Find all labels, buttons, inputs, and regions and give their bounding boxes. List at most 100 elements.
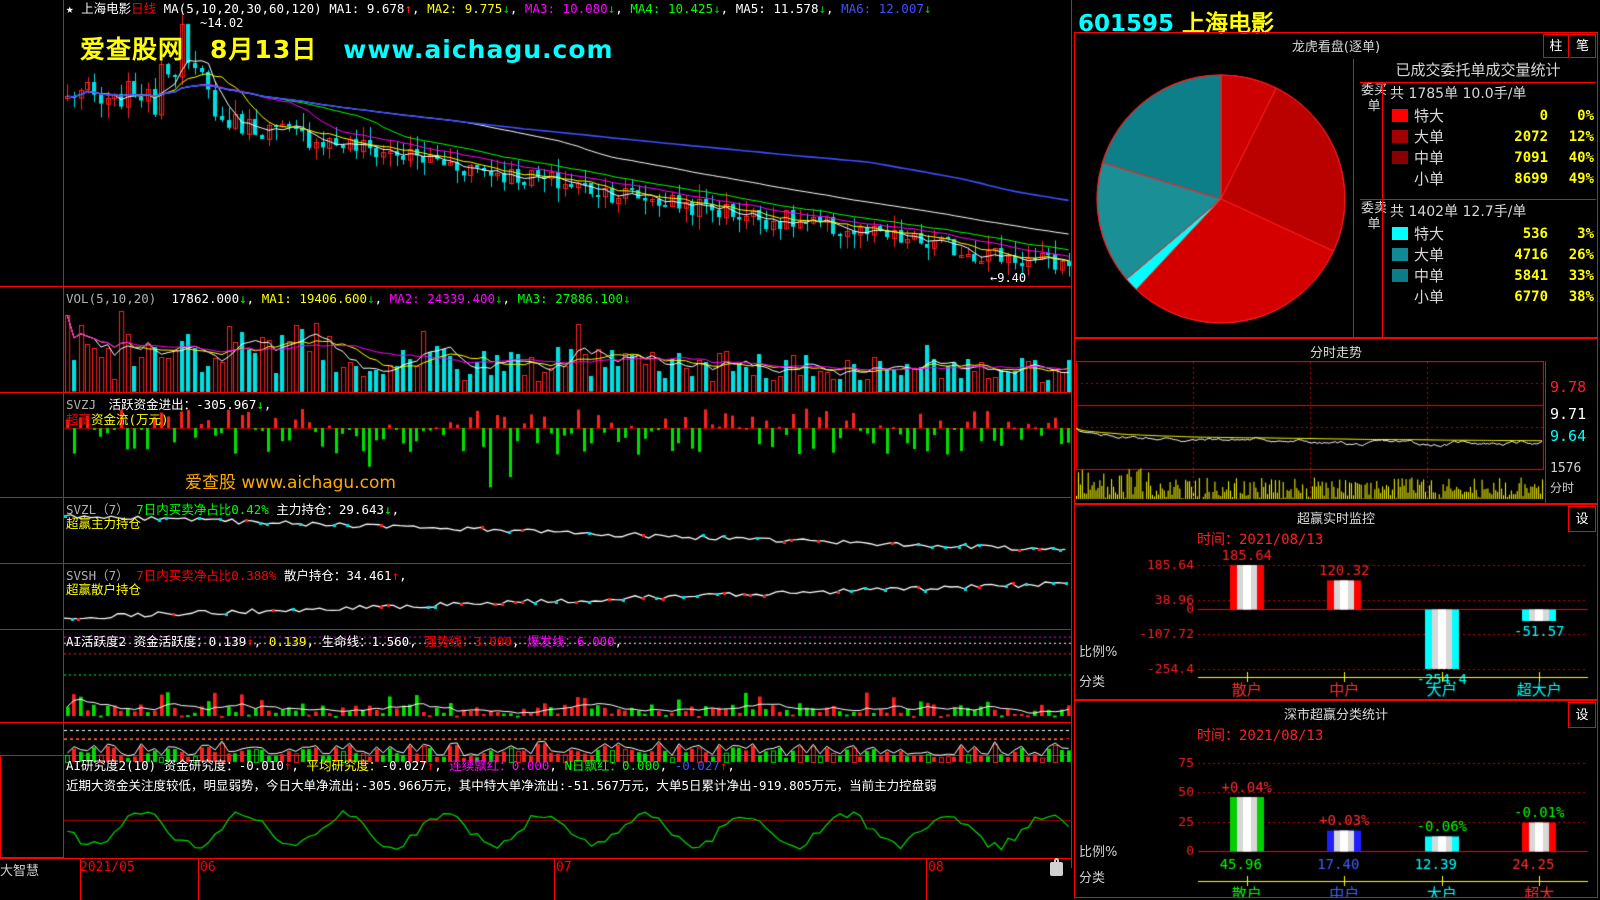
legend-swatch-icon: [1392, 109, 1408, 122]
volume-canvas[interactable]: [64, 292, 1072, 392]
legend-swatch-icon: [1392, 151, 1408, 164]
intraday-axis: 9.78 9.71 9.64 1576 分时: [1545, 361, 1597, 503]
svsh-ratio: 7日内买卖净占比0.388%: [136, 568, 277, 583]
classify-panel: 深市超赢分类统计 设 时间：2021/08/13 比例% 分类: [1074, 700, 1598, 898]
svzj-canvas[interactable]: [64, 398, 1072, 498]
legend-swatch-icon: [1392, 269, 1408, 282]
ma-label: MA5: 11.578: [735, 1, 819, 16]
orderflow-row: 特大 536 3%: [1390, 223, 1596, 244]
legend-swatch-icon: [1392, 130, 1408, 143]
svzl-label: 主力持仓：: [276, 502, 339, 517]
date-tick: 08: [928, 860, 944, 875]
kline-stock-name: 上海电影: [81, 1, 132, 16]
row-qty: 8699: [1514, 170, 1548, 187]
intraday-title: 分时走势: [1309, 346, 1362, 361]
row-name: 小单: [1414, 170, 1445, 188]
row-swatch-cell: [1390, 244, 1412, 265]
kline-high-callout: ~14.02: [200, 16, 244, 30]
ai-activity-header: AI活跃度2 资金活跃度：0.139↑, 0.139, 生命线：1.560, 强…: [66, 634, 623, 649]
ma-label: MA4: 10.425: [630, 1, 714, 16]
classify-time: 时间：2021/08/13: [1197, 728, 1324, 744]
intraday-y-label: 9.71: [1550, 405, 1587, 423]
orderflow-row: 小单 8699 49%: [1390, 168, 1596, 189]
svzj-label: 活跃资金进出：: [108, 397, 197, 412]
row-qty: 536: [1522, 225, 1548, 242]
orderflow-row: 特大 0 0%: [1390, 105, 1596, 126]
row-pct: 3%: [1577, 225, 1594, 242]
ai-research-header: AI研究度2(10) 资金研究度：-0.010↑, 平均研究度：-0.027↑,…: [66, 758, 735, 773]
orderflow-panel: 龙虎看盘(逐单) 柱 笔 已成交委托单成交量统计 委买单 共 1785单 10.…: [1074, 32, 1598, 338]
row-name: 中单: [1414, 149, 1445, 167]
vol-ma-label: MA1: 19406.600: [261, 291, 368, 306]
monitor-time: 时间：2021/08/13: [1197, 532, 1324, 548]
row-qty: 7091: [1514, 149, 1548, 166]
row-name: 大单: [1414, 128, 1445, 146]
orderflow-row: 中单 5841 33%: [1390, 265, 1596, 286]
vol-ma-arrow-icon: ↓: [367, 291, 375, 306]
row-qty: 4716: [1514, 246, 1548, 263]
row-pct: 38%: [1568, 288, 1594, 305]
monitor-class-label: 分类: [1079, 675, 1106, 690]
row-qty: 5841: [1514, 267, 1548, 284]
ma-label: MA3: 10.080: [524, 1, 608, 16]
date-tick: 2021/05: [80, 860, 135, 875]
bar-mode-button[interactable]: 柱: [1543, 34, 1569, 58]
ai-activity-canvas[interactable]: [64, 634, 1072, 722]
kline-period[interactable]: 日线: [131, 1, 157, 16]
intraday-canvas[interactable]: [1076, 361, 1544, 501]
row-pct: 40%: [1568, 149, 1594, 166]
svsh-label: 散户持仓：: [283, 568, 347, 583]
vol-ma-arrow-icon: ↓: [495, 291, 503, 306]
monitor-ratio-label: 比例%: [1079, 645, 1118, 660]
svzl-value: 29.643: [338, 502, 385, 517]
orderflow-pie-chart[interactable]: [1077, 59, 1357, 331]
intraday-y-label: 9.78: [1550, 378, 1587, 396]
sell-side-label: 委卖单: [1360, 201, 1387, 232]
favorite-star-icon[interactable]: ★: [66, 1, 74, 16]
lock-icon[interactable]: [1050, 862, 1063, 876]
row-name: 大单: [1414, 246, 1445, 264]
row-pct: 49%: [1568, 170, 1594, 187]
ma-arrow-icon: ↓: [818, 1, 827, 16]
ai-research-canvas[interactable]: [64, 726, 1072, 856]
row-swatch-cell: [1390, 223, 1412, 244]
date-tick: 07: [556, 860, 572, 875]
chart-stack: ★ 上海电影日线 MA(5,10,20,30,60,120) MA1: 9.67…: [0, 0, 1072, 900]
svzl-canvas[interactable]: [64, 502, 1072, 564]
orderflow-row: 中单 7091 40%: [1390, 147, 1596, 168]
pen-mode-button[interactable]: 笔: [1570, 34, 1596, 58]
svsh-subtitle: 超赢散户持仓: [66, 582, 142, 597]
ai-research-axis-box: [0, 755, 64, 858]
right-panel: 601595 上海电影 龙虎看盘(逐单) 柱 笔 已成交委托单成交量统计 委买单…: [1072, 0, 1600, 900]
ma-arrow-icon: ↓: [502, 1, 510, 16]
svsh-canvas[interactable]: [64, 568, 1072, 630]
classify-chart-canvas[interactable]: [1076, 743, 1596, 897]
legend-swatch-icon: [1392, 248, 1408, 261]
classify-settings-button[interactable]: 设: [1568, 702, 1596, 728]
row-name: 特大: [1414, 225, 1445, 243]
svzl-subtitle: 超赢主力持仓: [66, 516, 142, 531]
ai-research-commentary: 近期大资金关注度较低，明显弱势，今日大单净流出:-305.966万元，其中特大单…: [66, 778, 937, 793]
monitor-chart-canvas[interactable]: [1076, 547, 1596, 699]
date-tick: 06: [200, 860, 216, 875]
row-pct: 0%: [1577, 107, 1594, 124]
row-name: 小单: [1414, 288, 1445, 306]
classify-title: 深市超赢分类统计: [1283, 708, 1388, 723]
orderflow-stats: 已成交委托单成交量统计 委买单 共 1785单 10.0手/单 特大 0 0% 大单 2…: [1353, 59, 1597, 337]
ma-label: MA2: 9.775: [427, 1, 503, 16]
svzj-subtitle: 超赢资金流(万元): [66, 412, 169, 427]
monitor-settings-button[interactable]: 设: [1568, 506, 1596, 532]
vol-ma-label: MA3: 27886.100: [517, 291, 623, 306]
ma-arrow-icon: ↑: [404, 1, 412, 16]
ma-arrow-icon: ↓: [923, 1, 932, 16]
legend-swatch-icon: [1392, 227, 1408, 240]
row-swatch-cell: [1390, 168, 1412, 189]
volume-value: 17862.000: [171, 291, 240, 306]
row-swatch-cell: [1390, 265, 1412, 286]
row-name: 中单: [1414, 267, 1445, 285]
kline-canvas[interactable]: [64, 2, 1072, 286]
ma-arrow-icon: ↓: [713, 1, 721, 16]
ai-activity-code: AI活跃度2: [66, 634, 127, 649]
classify-class-label: 分类: [1079, 871, 1106, 886]
